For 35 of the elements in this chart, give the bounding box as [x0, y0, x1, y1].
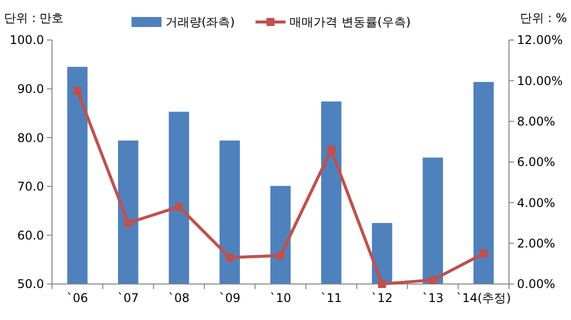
point: [276, 252, 284, 260]
point: [428, 276, 437, 284]
point: [73, 86, 82, 95]
y-tick-label: 90.0: [17, 82, 44, 96]
x-tick-label: `11: [320, 291, 342, 305]
y2-tick-label: 4.00%: [517, 196, 556, 210]
x-tick-label: `06: [66, 291, 88, 305]
y2-axis-title: 단위 : %: [520, 11, 567, 25]
y2-tick-label: 12.00%: [517, 33, 563, 48]
y2-tick-label: 8.00%: [517, 114, 556, 129]
x-tick-label: `13: [422, 291, 444, 305]
x-tick-label: `14(추정): [456, 291, 511, 305]
x-tick-label: `09: [219, 291, 240, 305]
legend-label: 거래량(좌측): [166, 15, 235, 30]
x-tick-label: `10: [270, 291, 292, 305]
y-tick-label: 70.0: [17, 180, 44, 194]
y2-tick-label: 0.00%: [517, 277, 556, 292]
x-tick-label: `07: [118, 291, 139, 305]
point: [124, 219, 132, 227]
y2-tick-label: 2.00%: [517, 236, 556, 251]
point: [226, 254, 234, 262]
y2-tick-label: 10.00%: [517, 74, 563, 88]
y-axis-title: 단위 : 만호: [4, 11, 64, 25]
y-tick-label: 50.0: [17, 277, 44, 292]
point: [327, 146, 336, 154]
y-tick-label: 60.0: [17, 228, 44, 242]
x-tick-label: `08: [168, 291, 190, 305]
x-tick-label: `12: [371, 291, 393, 305]
point: [480, 250, 488, 258]
y2-tick-label: 6.00%: [517, 155, 556, 170]
point: [174, 202, 183, 211]
y-tick-label: 100.0: [10, 33, 44, 48]
point: [378, 280, 386, 288]
legend-label: 매매가격 변동률(우측): [290, 15, 411, 30]
y-tick-label: 80.0: [17, 130, 44, 145]
